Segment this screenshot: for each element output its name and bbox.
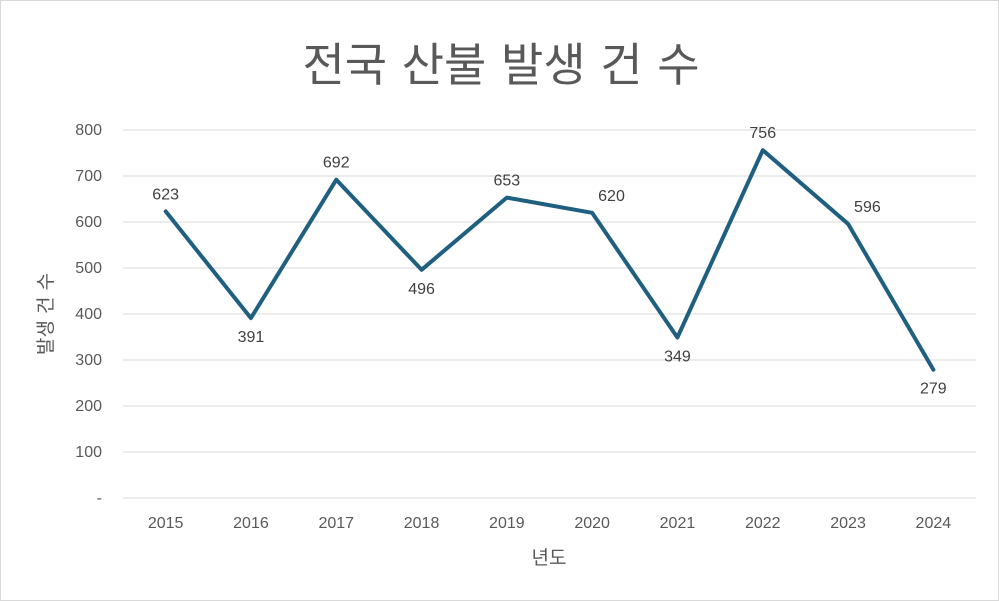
x-axis-label: 년도 <box>532 547 567 569</box>
x-tick-label: 2020 <box>574 515 610 532</box>
x-tick-label: 2018 <box>404 515 440 532</box>
y-axis-ticks: - 100 200 300 400 500 600 700 800 <box>75 122 102 507</box>
gridlines <box>123 129 976 499</box>
y-tick-label: 800 <box>75 122 102 139</box>
series-layer <box>163 148 936 372</box>
data-label: 756 <box>749 125 776 142</box>
x-tick-label: 2015 <box>148 515 184 532</box>
x-tick-label: 2021 <box>660 515 696 532</box>
data-label: 596 <box>854 199 881 216</box>
data-label: 623 <box>152 186 179 203</box>
data-label: 692 <box>323 155 350 172</box>
data-label: 620 <box>598 188 625 205</box>
y-tick-label: 500 <box>75 260 102 277</box>
x-tick-label: 2016 <box>233 515 269 532</box>
x-tick-label: 2019 <box>489 515 525 532</box>
chart-title: 전국 산불 발생 건 수 <box>302 38 699 92</box>
data-labels: 623 391 692 496 653 620 349 756 596 279 <box>152 125 946 397</box>
y-tick-label: 700 <box>75 168 102 185</box>
y-tick-label: 100 <box>75 444 102 461</box>
series-line <box>163 148 936 372</box>
x-tick-label: 2022 <box>745 515 781 532</box>
data-label: 349 <box>664 348 691 365</box>
y-tick-label: - <box>97 490 102 507</box>
x-tick-label: 2024 <box>916 515 952 532</box>
y-axis-label: 발생 건 수 <box>35 273 57 355</box>
data-label: 496 <box>408 281 435 298</box>
y-tick-label: 600 <box>75 214 102 231</box>
y-tick-label: 200 <box>75 398 102 415</box>
y-tick-label: 300 <box>75 352 102 369</box>
data-label: 279 <box>920 381 947 398</box>
x-tick-label: 2017 <box>318 515 354 532</box>
data-label: 653 <box>493 173 520 190</box>
data-label: 391 <box>238 329 265 346</box>
x-tick-label: 2023 <box>830 515 866 532</box>
y-tick-label: 400 <box>75 306 102 323</box>
x-axis-ticks: 2015 2016 2017 2018 2019 2020 2021 2022 2023 2024 <box>148 515 951 532</box>
